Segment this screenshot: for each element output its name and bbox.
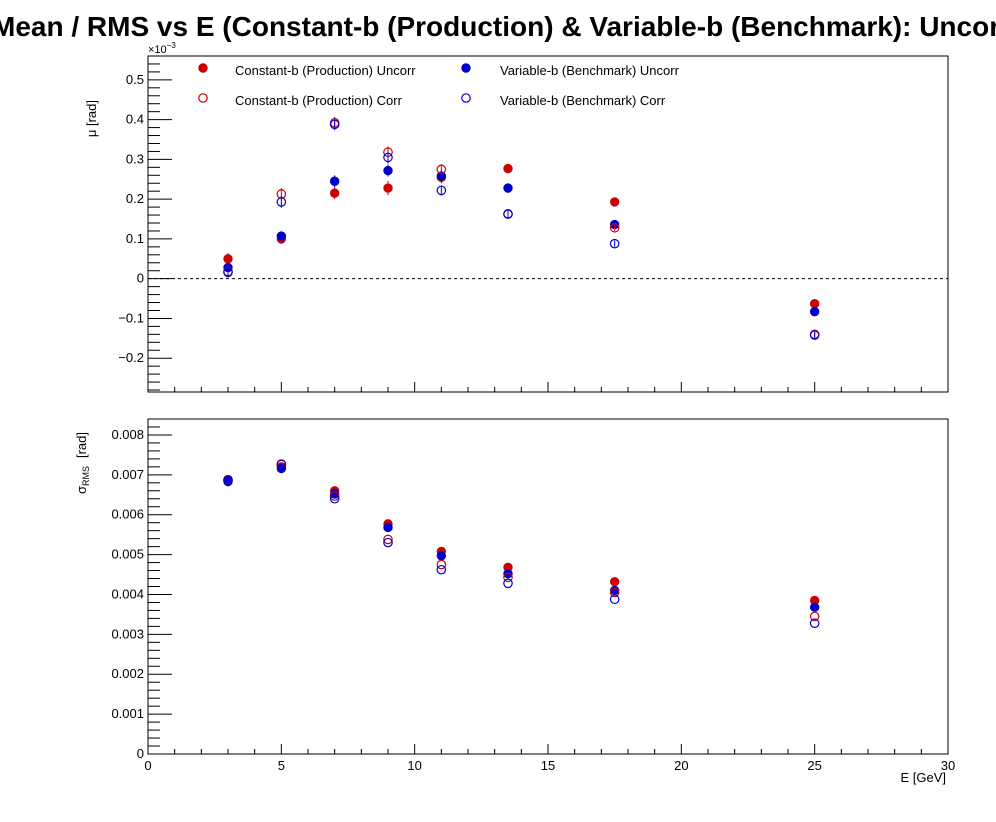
x-tick-label: 25: [807, 758, 821, 773]
bottom-data-point-filled: [503, 569, 513, 579]
top-data-point-open: [609, 222, 620, 233]
bottom-series-1: [223, 463, 820, 612]
x-tick-label: 5: [278, 758, 285, 773]
bottom-data-point-open: [609, 587, 620, 598]
bottom-data-point-open: [383, 534, 393, 545]
bottom-data-point-open: [503, 572, 513, 583]
top-data-point-open: [329, 119, 340, 130]
bottom-data-point-open: [809, 611, 820, 622]
legend-marker-open: [198, 93, 208, 103]
legend-entry-label: Variable-b (Benchmark) Uncorr: [500, 63, 680, 78]
bottom-data-point-open: [223, 475, 233, 485]
bottom-data-point-open: [276, 459, 287, 470]
top-data-point-filled: [329, 188, 340, 198]
bottom-data-point-filled: [809, 602, 820, 612]
legend-entry-label: Variable-b (Benchmark) Corr: [500, 93, 666, 108]
bottom-series-0: [223, 462, 820, 606]
bottom-y-tick-label: 0.006: [111, 507, 144, 522]
top-data-point-open: [436, 164, 447, 175]
top-data-point-filled: [383, 165, 393, 176]
bottom-data-point-open: [503, 578, 513, 589]
top-series-2: [223, 116, 820, 340]
bottom-data-point-open: [329, 493, 340, 504]
bottom-data-point-filled: [609, 577, 620, 587]
bottom-y-tick-label: 0.005: [111, 547, 144, 562]
top-series-0: [223, 163, 820, 309]
top-y-tick-label: 0.2: [126, 191, 144, 206]
bottom-y-tick-label: 0.007: [111, 467, 144, 482]
top-data-point-filled: [223, 254, 233, 264]
legend: Constant-b (Production) Uncorr Variable-b…: [198, 63, 680, 108]
bottom-series-3: [223, 459, 820, 628]
top-data-point-open: [276, 197, 287, 207]
top-y-tick-label: 0: [137, 271, 144, 286]
legend-entry-label: Constant-b (Production) Corr: [235, 93, 403, 108]
bottom-data-point-open: [809, 618, 820, 628]
top-plot-area: −0.2 −0.1 0 0.1 0.2 0.3 0.4 0.5: [118, 55, 949, 392]
bottom-plot-area: 0 0.001 0.002 0.003 0.004 0.005 0.006 0.007 0.00…: [111, 418, 955, 773]
bottom-plot-frame: [147, 418, 949, 755]
legend-entry-label: Constant-b (Production) Uncorr: [235, 63, 416, 78]
bottom-y-tick-label: 0: [137, 746, 144, 761]
top-series-3: [223, 118, 820, 340]
legend-marker-open: [461, 93, 471, 103]
bottom-y-tick-label: 0.002: [111, 666, 144, 681]
bottom-y-tick-label: 0.001: [111, 706, 144, 721]
bottom-data-point-open: [329, 491, 340, 501]
top-y-tick-label: 0.5: [126, 72, 144, 87]
bottom-data-point-filled: [609, 585, 620, 596]
x-tick-label: 10: [407, 758, 421, 773]
x-axis-label: E [GeV]: [900, 770, 946, 785]
chart-title: Mean / RMS vs E (Constant-b (Production)…: [0, 11, 996, 42]
top-data-point-open: [436, 185, 447, 196]
top-data-point-open: [383, 152, 393, 163]
top-data-point-open: [223, 267, 233, 278]
top-data-point-open: [503, 209, 513, 219]
bottom-y-tick-label: 0.003: [111, 626, 144, 641]
top-data-point-filled: [809, 306, 820, 317]
bottom-data-point-open: [436, 559, 447, 570]
top-y-exponent: ×10−3: [148, 41, 176, 56]
x-tick-label: 0: [144, 758, 151, 773]
top-y-tick-label: −0.2: [118, 350, 144, 365]
top-data-point-open: [809, 330, 820, 340]
legend-marker-filled: [461, 63, 471, 73]
top-y-axis-label: μ [rad]: [84, 100, 99, 137]
top-data-point-filled: [609, 197, 620, 207]
top-data-point-filled: [329, 176, 340, 186]
bottom-data-point-open: [436, 564, 447, 575]
top-data-point-filled: [503, 183, 513, 193]
bottom-y-axis-label: σRMS[rad]: [74, 432, 91, 494]
bottom-data-point-open: [609, 594, 620, 605]
bottom-series-2: [223, 459, 820, 622]
top-y-tick-label: −0.1: [118, 310, 144, 325]
top-y-tick-label: 0.1: [126, 231, 144, 246]
top-y-tick-label: 0.4: [126, 112, 144, 127]
x-tick-label: 30: [941, 758, 955, 773]
bottom-y-tick-label: 0.004: [111, 586, 144, 601]
bottom-data-point-filled: [436, 551, 447, 561]
top-y-tick-label: 0.3: [126, 151, 144, 166]
legend-marker-filled: [198, 63, 208, 73]
top-data-point-filled: [276, 231, 287, 241]
top-series-1: [223, 164, 820, 317]
x-tick-label: 15: [541, 758, 555, 773]
bottom-data-point-open: [383, 537, 393, 548]
top-data-point-filled: [503, 163, 513, 174]
x-tick-label: 20: [674, 758, 688, 773]
bottom-y-tick-label: 0.008: [111, 427, 144, 442]
top-data-point-filled: [383, 183, 393, 193]
top-data-point-open: [609, 238, 620, 249]
bottom-data-point-filled: [383, 522, 393, 533]
top-data-point-filled: [809, 299, 820, 309]
